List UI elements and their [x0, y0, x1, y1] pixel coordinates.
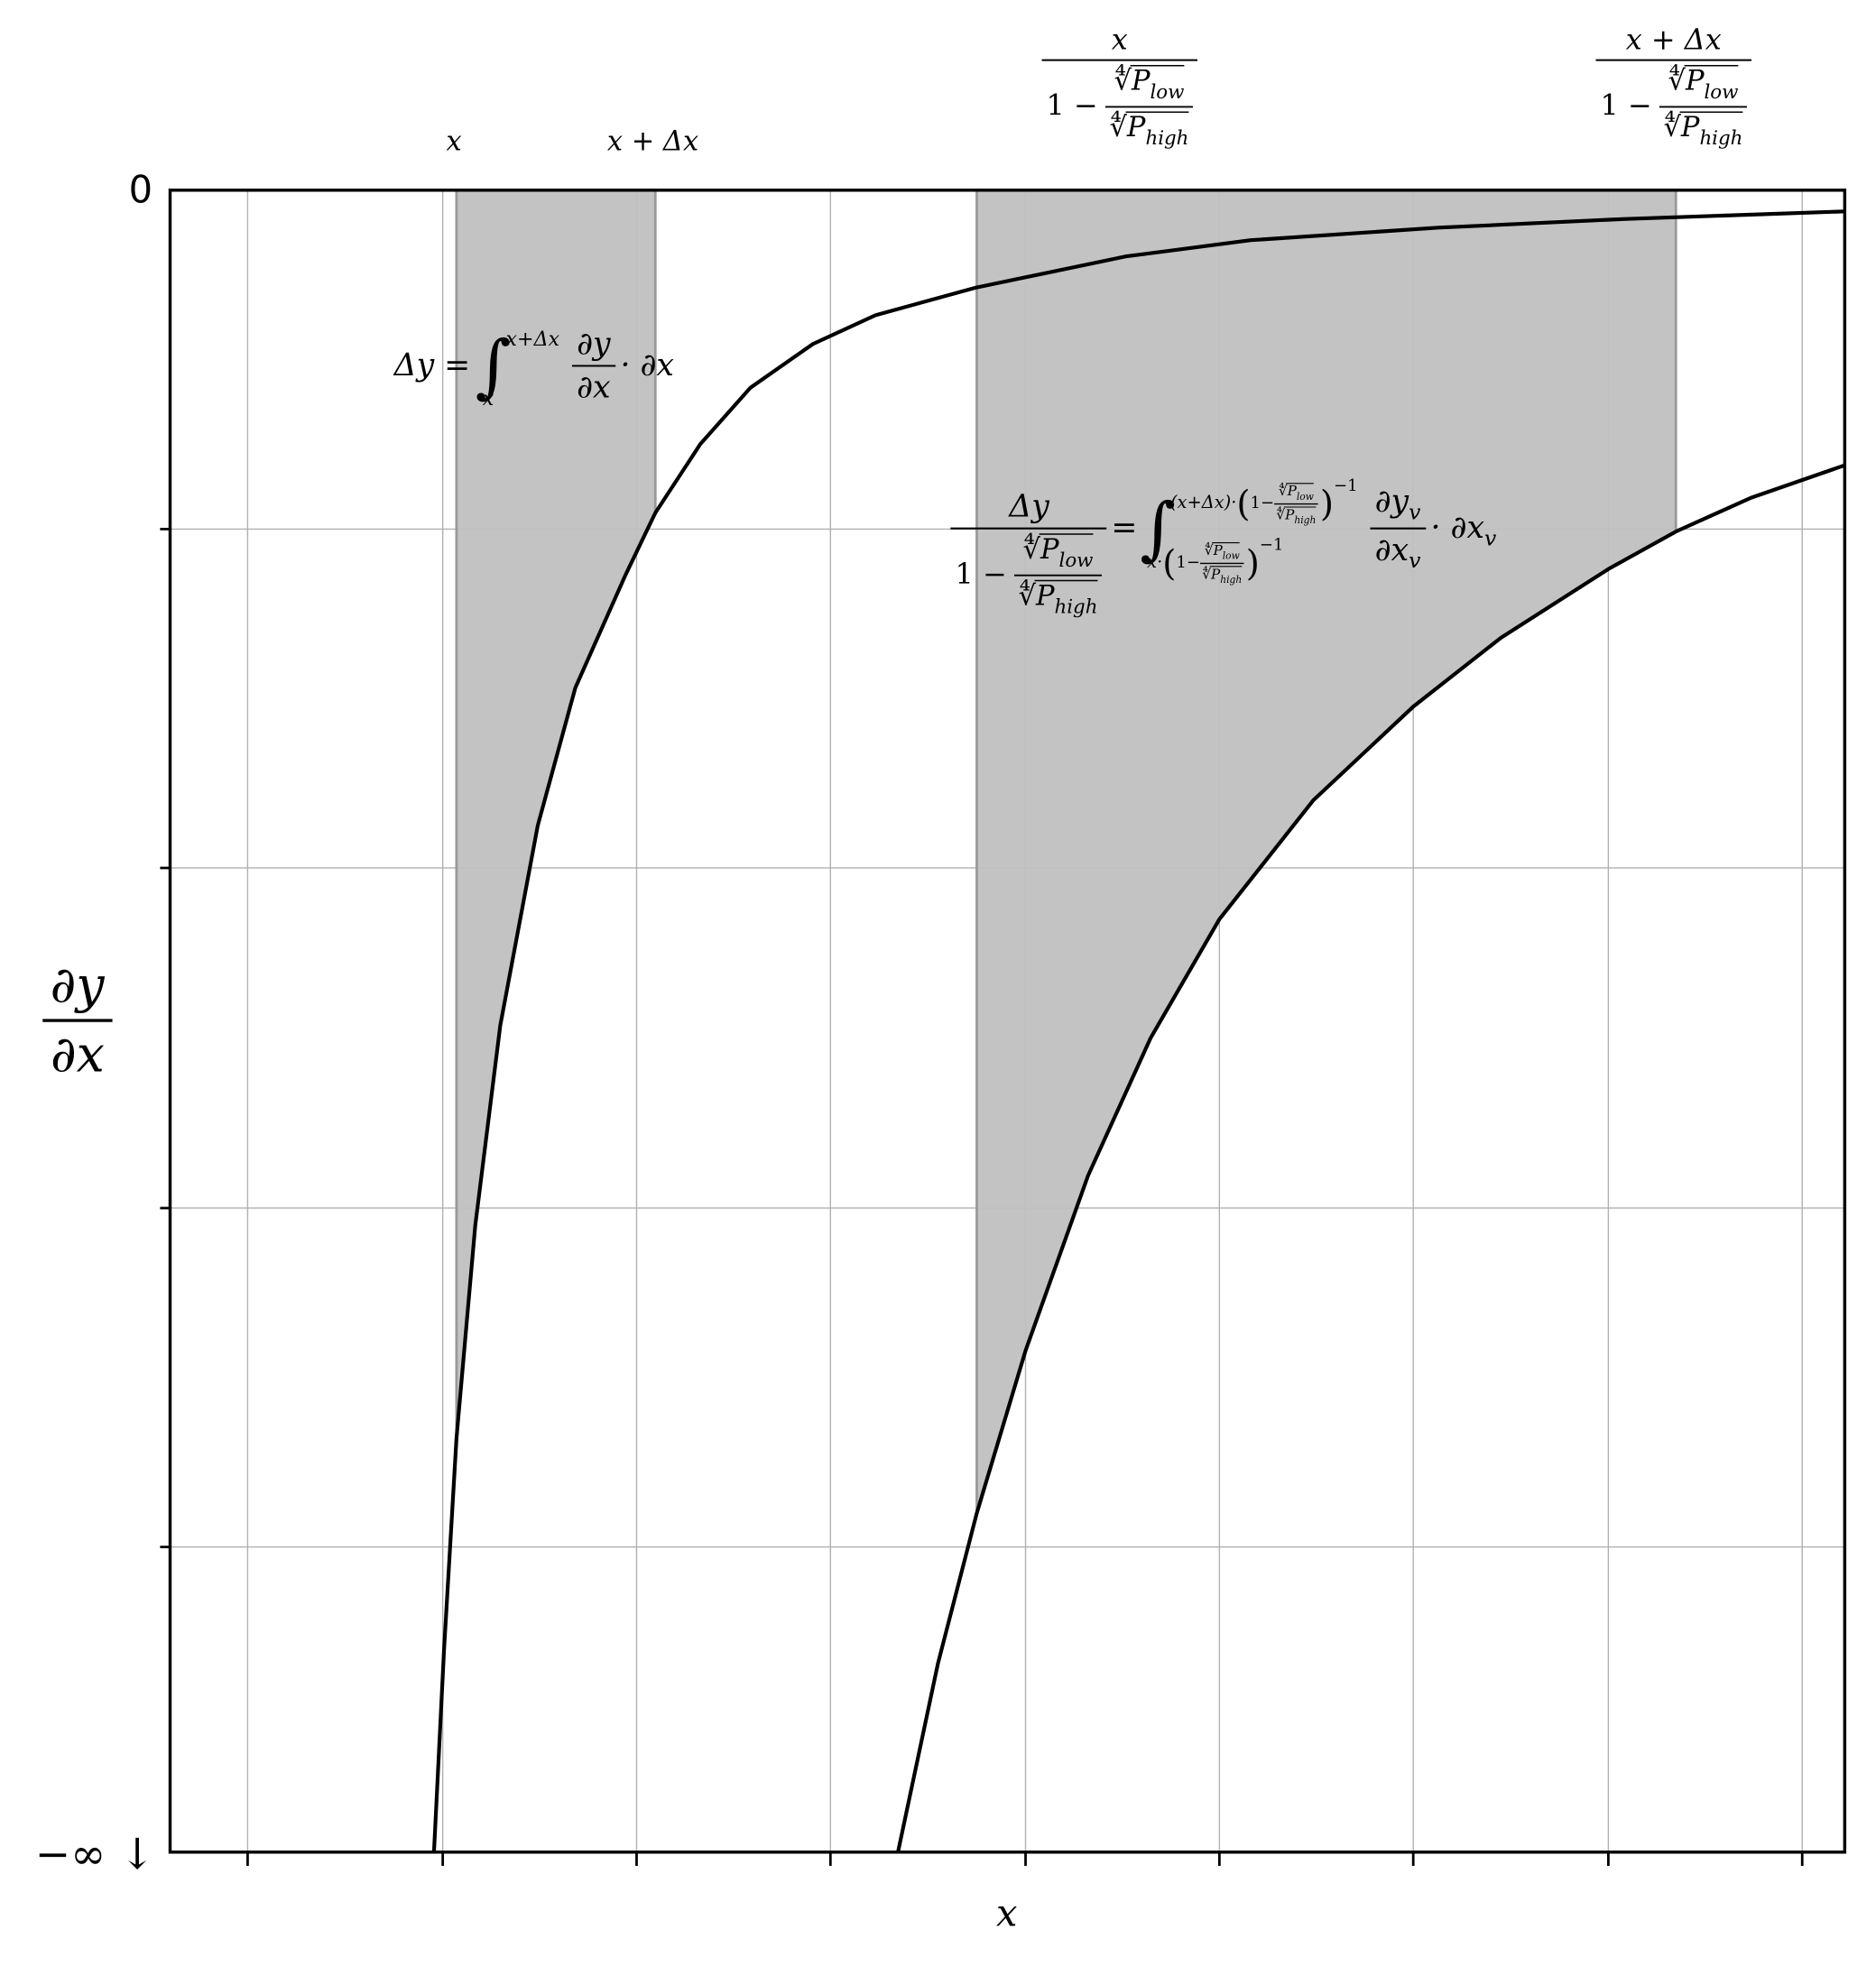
- math-text: x + Δx: [1626, 23, 1722, 57]
- math-text: 1−: [1251, 494, 1275, 512]
- math-text: −1: [1260, 536, 1284, 555]
- math-text: high: [1699, 127, 1742, 150]
- math-text: P: [1035, 580, 1055, 612]
- math-text: high: [1145, 127, 1188, 150]
- math-group: ∂x: [51, 1027, 105, 1085]
- math-text: (: [1162, 543, 1176, 584]
- math-text: x: [483, 387, 494, 411]
- math-group: x: [1112, 23, 1128, 57]
- math-text: ∂x: [577, 370, 611, 406]
- math-text: ∜: [1276, 505, 1285, 522]
- math-text: ∜: [1205, 541, 1214, 558]
- math-text: ∂y: [51, 956, 106, 1014]
- math-group: ∂y ∂x: [42, 956, 113, 1085]
- math-text: · ∂x: [1431, 510, 1485, 546]
- y-bottom-label: −∞ ↓: [35, 1830, 155, 1879]
- math-text: P: [1680, 112, 1700, 143]
- math-text: P: [1126, 112, 1146, 143]
- math-text: x·: [1147, 551, 1162, 572]
- math-text: Δy =: [393, 347, 471, 383]
- math-text: =: [1111, 510, 1137, 546]
- math-text: Δy: [1007, 489, 1049, 525]
- math-group: ∂y v: [1375, 484, 1421, 524]
- math-text: x: [1112, 23, 1128, 57]
- math-text: high: [1294, 514, 1316, 526]
- math-group: ∂x: [577, 370, 611, 406]
- math-text: P: [1040, 534, 1059, 566]
- math-text: low: [1704, 81, 1738, 104]
- math-text: ∫: [476, 325, 512, 405]
- math-text: ∜: [1663, 110, 1681, 143]
- math-text: ∜: [1279, 482, 1288, 499]
- math-text: P: [1284, 506, 1295, 522]
- math-text: ∂x: [51, 1027, 105, 1085]
- math-text: high: [1054, 595, 1097, 618]
- math-text: low: [1150, 81, 1184, 104]
- math-text: 1−: [1176, 553, 1200, 572]
- math-text: 1 −: [956, 557, 1007, 591]
- math-text: (: [1236, 484, 1250, 524]
- math-text: ∜: [1019, 578, 1037, 612]
- curve: [431, 209, 1845, 1852]
- math-text: P: [1685, 66, 1705, 97]
- plot-frame: [168, 189, 1847, 1854]
- math-text: ∜: [1202, 565, 1211, 582]
- math-text: 1 −: [1601, 88, 1652, 123]
- ticks: [160, 527, 1804, 1867]
- math-text: ): [1246, 543, 1260, 584]
- math-text: high: [1220, 574, 1242, 586]
- math-text: ): [1320, 484, 1334, 524]
- math-text: ∜: [1114, 64, 1132, 97]
- math-text: v: [1409, 548, 1421, 573]
- math-group: ∂y: [577, 326, 611, 362]
- top-label: x: [447, 125, 462, 157]
- math-text: x+Δx: [506, 328, 560, 351]
- math-text: v: [1484, 525, 1497, 550]
- math-text: ∂y: [577, 326, 611, 362]
- math-text: ∜: [1109, 110, 1127, 143]
- y-top-label: 0: [129, 168, 152, 212]
- math-group: x + Δx: [1626, 23, 1722, 57]
- top-label: x + Δx: [607, 125, 698, 157]
- math-text: low: [1059, 549, 1094, 572]
- math-group: ∂y: [51, 956, 106, 1014]
- math-text: P: [1287, 483, 1298, 499]
- math-text: ∫: [1140, 488, 1176, 568]
- math-text: low: [1223, 550, 1240, 562]
- math-text: P: [1131, 66, 1151, 97]
- math-text: 1 −: [1047, 88, 1098, 123]
- curve: [896, 463, 1846, 1853]
- math-text: ∜: [1023, 532, 1041, 566]
- math-text: v: [1409, 500, 1421, 525]
- math-text: ∂y: [1375, 484, 1409, 520]
- x-axis-label: x: [996, 1891, 1017, 1935]
- math-group: Δy: [1007, 489, 1049, 525]
- math-text: ∂x: [1375, 532, 1409, 568]
- math-text: P: [1212, 542, 1223, 558]
- math-text: −1: [1334, 476, 1358, 495]
- math-text: ∜: [1668, 64, 1687, 97]
- math-text: P: [1210, 566, 1221, 582]
- math-text: · ∂x: [620, 347, 674, 383]
- math-text: (x+Δx)·: [1170, 492, 1236, 512]
- math-text: low: [1297, 491, 1314, 503]
- math-group: ∂x v: [1375, 532, 1421, 573]
